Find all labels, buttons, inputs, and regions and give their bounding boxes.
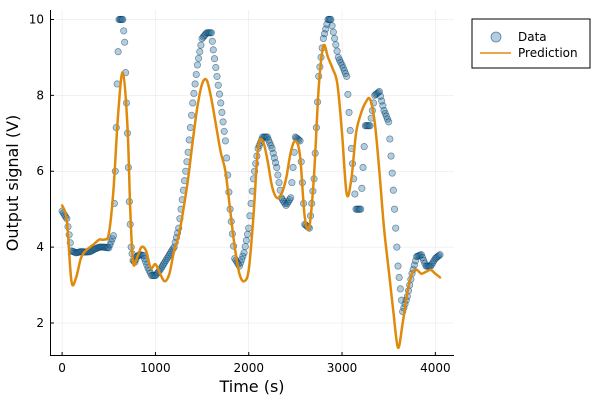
legend-box bbox=[471, 18, 591, 69]
data-point bbox=[436, 251, 444, 259]
data-point bbox=[434, 253, 442, 261]
data-point bbox=[193, 61, 201, 69]
data-point bbox=[332, 41, 340, 49]
x-tick-label: 1000 bbox=[140, 361, 171, 375]
data-point bbox=[223, 154, 231, 162]
data-point bbox=[287, 194, 295, 202]
data-point bbox=[195, 54, 203, 62]
data-point bbox=[218, 108, 226, 116]
y-tick-label: 10 bbox=[29, 12, 44, 26]
data-point bbox=[244, 230, 252, 238]
data-point bbox=[221, 137, 229, 145]
y-tick-label: 2 bbox=[36, 316, 44, 330]
data-point bbox=[351, 190, 359, 198]
data-point bbox=[213, 72, 221, 80]
x-tick-label: 4000 bbox=[420, 361, 451, 375]
data-point bbox=[345, 108, 353, 116]
plot-area bbox=[50, 10, 454, 356]
data-point bbox=[357, 205, 365, 213]
data-point bbox=[241, 243, 249, 251]
data-point bbox=[219, 118, 227, 126]
x-ticks: 0 1000 2000 3000 4000 bbox=[58, 352, 451, 375]
data-point bbox=[386, 135, 394, 143]
data-point bbox=[188, 111, 196, 119]
y-ticks: 2 4 6 8 10 bbox=[29, 12, 54, 330]
data-point bbox=[328, 22, 336, 30]
data-point bbox=[374, 88, 382, 97]
data-point bbox=[344, 90, 352, 98]
data-point bbox=[209, 46, 217, 54]
y-tick-label: 4 bbox=[36, 240, 44, 254]
data-point bbox=[220, 127, 228, 135]
data-point bbox=[343, 72, 351, 80]
x-tick-label: 2000 bbox=[233, 361, 264, 375]
data-point bbox=[192, 70, 200, 79]
data-point bbox=[121, 38, 129, 46]
x-tick-label: 0 bbox=[58, 361, 66, 375]
data-point bbox=[387, 152, 395, 160]
data-point bbox=[396, 285, 404, 293]
data-point bbox=[360, 143, 368, 151]
legend: Data Prediction bbox=[471, 18, 591, 69]
data-point bbox=[190, 89, 198, 98]
data-point bbox=[186, 124, 194, 132]
data-point bbox=[197, 41, 205, 49]
data-point bbox=[214, 81, 222, 89]
data-point bbox=[207, 29, 215, 37]
y-tick-label: 6 bbox=[36, 164, 44, 178]
data-point bbox=[359, 163, 367, 171]
data-point bbox=[333, 47, 341, 55]
series-prediction-line bbox=[60, 43, 442, 349]
data-point bbox=[119, 15, 127, 24]
data-point bbox=[189, 99, 197, 107]
data-point bbox=[394, 262, 402, 270]
data-point bbox=[210, 55, 219, 63]
y-tick-label: 8 bbox=[36, 88, 44, 102]
data-point bbox=[395, 273, 403, 282]
data-point bbox=[389, 186, 397, 194]
data-point bbox=[275, 179, 283, 187]
data-point bbox=[388, 169, 396, 177]
data-point bbox=[410, 261, 418, 269]
data-point bbox=[245, 224, 253, 232]
data-point bbox=[240, 249, 248, 257]
data-point bbox=[435, 252, 443, 260]
data-point bbox=[390, 205, 399, 213]
data-point bbox=[366, 122, 374, 130]
legend-label-prediction: Prediction bbox=[518, 46, 578, 60]
data-point bbox=[393, 243, 401, 251]
x-tick-label: 3000 bbox=[327, 361, 358, 375]
data-point bbox=[327, 15, 335, 24]
data-point bbox=[212, 63, 220, 72]
data-point bbox=[346, 126, 354, 135]
data-point bbox=[109, 232, 117, 240]
data-point bbox=[217, 99, 225, 107]
data-point bbox=[331, 34, 339, 43]
data-point bbox=[208, 37, 216, 45]
data-point bbox=[385, 118, 393, 126]
data-point bbox=[329, 28, 337, 36]
legend-label-data: Data bbox=[518, 30, 547, 44]
data-point bbox=[191, 80, 199, 88]
data-point bbox=[196, 48, 204, 56]
x-axis-title: Time (s) bbox=[218, 377, 284, 396]
legend-marker-data bbox=[490, 31, 502, 43]
data-point bbox=[392, 224, 400, 232]
y-axis-title: Output signal (V) bbox=[3, 115, 22, 252]
data-point bbox=[274, 171, 282, 179]
data-point bbox=[358, 184, 366, 192]
data-point bbox=[273, 163, 281, 171]
data-point bbox=[114, 48, 122, 56]
data-point bbox=[242, 236, 250, 245]
data-point bbox=[120, 27, 128, 35]
data-point bbox=[289, 163, 297, 171]
data-point bbox=[288, 179, 296, 187]
data-point bbox=[215, 90, 224, 98]
series-layer bbox=[58, 15, 444, 349]
